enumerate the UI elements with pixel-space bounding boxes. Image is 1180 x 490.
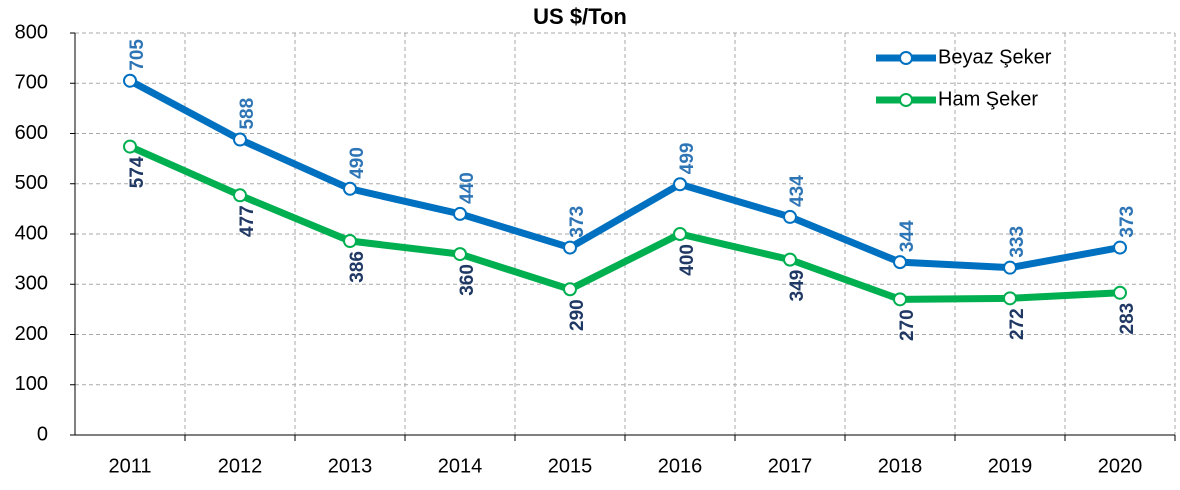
x-tick-label: 2011 — [108, 455, 151, 477]
x-tick-label: 2012 — [218, 455, 263, 477]
y-tick-label: 300 — [15, 273, 48, 295]
data-label: 373 — [1117, 206, 1138, 238]
point — [1113, 240, 1127, 255]
data-label: 574 — [127, 156, 148, 188]
point — [1003, 260, 1017, 275]
data-label: 400 — [677, 244, 698, 276]
x-tick-label: 2020 — [1098, 455, 1143, 477]
data-label: 360 — [457, 264, 478, 296]
data-label: 290 — [567, 299, 588, 331]
data-label: 440 — [457, 172, 478, 204]
y-tick-label: 700 — [15, 72, 48, 94]
point — [563, 240, 577, 255]
y-tick-label: 600 — [15, 122, 48, 144]
data-label: 499 — [677, 143, 698, 175]
point — [233, 132, 247, 147]
x-tick-label: 2014 — [438, 455, 483, 477]
data-label: 270 — [897, 309, 918, 341]
point — [563, 282, 577, 297]
legend-marker — [899, 93, 913, 107]
point — [453, 206, 467, 221]
x-tick-label: 2015 — [548, 455, 593, 477]
data-label: 272 — [1007, 308, 1028, 340]
point — [343, 181, 357, 196]
data-label: 386 — [347, 251, 368, 283]
chart-title: US $/Ton — [533, 4, 627, 29]
y-tick-label: 800 — [15, 21, 48, 43]
series-line — [128, 143, 1121, 303]
point — [893, 292, 907, 307]
y-tick-label: 400 — [15, 222, 48, 244]
point — [673, 227, 687, 241]
data-label: 333 — [1007, 226, 1028, 258]
legend-marker — [899, 51, 913, 65]
data-label: 373 — [567, 206, 588, 238]
point — [453, 247, 467, 262]
point — [343, 234, 357, 249]
x-tick-label: 2013 — [328, 455, 373, 477]
x-tick-label: 2017 — [768, 455, 813, 477]
point — [123, 73, 137, 88]
point — [1003, 291, 1017, 306]
x-tick-label: 2019 — [988, 455, 1033, 477]
data-label: 344 — [897, 220, 918, 252]
point — [673, 177, 687, 192]
data-label: 588 — [237, 98, 258, 130]
y-tick-label: 100 — [15, 373, 48, 395]
point — [783, 252, 797, 267]
x-tick-label: 2016 — [658, 455, 703, 477]
point — [1113, 285, 1127, 300]
y-tick-label: 500 — [15, 172, 48, 194]
data-label: 490 — [347, 147, 368, 179]
data-label: 349 — [787, 270, 808, 302]
data-label: 434 — [787, 175, 808, 207]
series-line — [128, 77, 1121, 272]
data-label: 477 — [237, 205, 258, 237]
point — [893, 255, 907, 270]
y-tick-label: 0 — [37, 423, 48, 445]
x-tick-label: 2018 — [878, 455, 923, 477]
data-label: 705 — [127, 39, 148, 71]
point — [123, 139, 137, 154]
y-tick-label: 200 — [15, 323, 48, 345]
point — [783, 209, 797, 224]
data-label: 283 — [1117, 303, 1138, 335]
legend-label: Ham Şeker — [938, 88, 1038, 110]
point — [233, 188, 247, 203]
legend-label: Beyaz Şeker — [938, 46, 1052, 68]
